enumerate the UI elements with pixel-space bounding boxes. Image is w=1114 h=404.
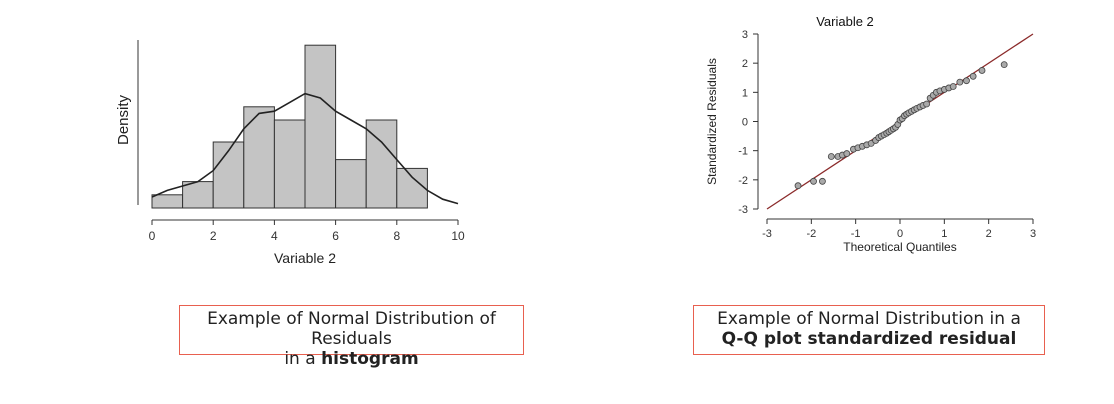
qq-y-tick-label: -1: [738, 146, 748, 158]
histogram-caption: Example of Normal Distribution of Residu…: [179, 305, 524, 369]
qq-point: [949, 83, 957, 90]
density-curve: [151, 92, 459, 205]
qq-point: [843, 150, 851, 157]
qq-caption-line2: Q-Q plot standardized residual: [700, 329, 1038, 349]
qq-x-tick-label: -2: [806, 228, 816, 240]
qq-point: [923, 100, 931, 108]
histogram-bar: [335, 159, 367, 209]
histogram-svg: Density 0 2 4 6 8 10 Variable 2: [115, 40, 465, 266]
histogram-chart: Density 0 2 4 6 8 10 Variable 2: [100, 20, 490, 280]
histogram-x-tick-label: 2: [210, 229, 217, 243]
histogram-bar: [182, 181, 214, 209]
histogram-caption-prefix: in a: [284, 349, 322, 369]
histogram-bar: [243, 106, 275, 209]
qq-point: [794, 182, 802, 190]
qq-y-tick-label: 0: [742, 117, 748, 129]
histogram-x-tick-label: 0: [149, 229, 156, 243]
qq-y-tick-label: 2: [742, 58, 748, 70]
histogram-bar: [304, 44, 337, 209]
qq-x-tick-label: 0: [897, 228, 903, 240]
qq-y-tick-label: 3: [742, 29, 748, 41]
qq-point: [956, 78, 964, 86]
qq-point: [827, 153, 835, 160]
qq-point: [819, 177, 826, 185]
qq-x-label: Theoretical Quantiles: [843, 240, 956, 254]
histogram-x-tick-label: 6: [332, 229, 339, 243]
histogram-bar: [365, 119, 398, 209]
qq-point: [978, 67, 986, 74]
histogram-x-tick-label: 10: [451, 229, 465, 243]
qq-point: [810, 177, 817, 185]
qq-point: [963, 77, 970, 85]
qq-y-tick-label: -3: [738, 204, 748, 216]
qq-title: Variable 2: [816, 14, 874, 29]
qq-point: [969, 72, 977, 80]
qq-caption-bold: Q-Q plot standardized residual: [721, 329, 1017, 349]
histogram-bar: [273, 119, 306, 209]
histogram-caption-line1: Example of Normal Distribution of Residu…: [207, 309, 496, 349]
qq-y-tick-label: -2: [738, 175, 748, 187]
qq-caption: Example of Normal Distribution in a Q-Q …: [693, 305, 1045, 355]
qq-x-tick-label: -1: [851, 228, 861, 240]
qq-y-tick-label: 1: [742, 87, 748, 99]
qq-x-tick-label: 3: [1030, 228, 1036, 240]
qq-plot-chart: Variable 2 -3 -2 -1 0 1 2 3 Standardized Residua…: [700, 12, 1050, 272]
qq-x-tick-label: 2: [986, 228, 992, 240]
qq-x-tick-label: -3: [762, 228, 772, 240]
histogram-bar: [396, 167, 428, 209]
qq-plot-svg: Variable 2 -3 -2 -1 0 1 2 3 Standardized Residua…: [705, 14, 1036, 254]
qq-caption-line1: Example of Normal Distribution in a: [717, 309, 1021, 329]
histogram-y-label: Density: [115, 94, 132, 145]
histogram-x-tick-label: 8: [393, 229, 400, 243]
histogram-caption-line2: in a histogram: [186, 349, 517, 369]
histogram-x-label: Variable 2: [274, 250, 336, 266]
histogram-x-tick-label: 4: [271, 229, 278, 243]
qq-y-label: Standardized Residuals: [705, 58, 719, 185]
histogram-bar: [151, 194, 184, 209]
qq-x-tick-label: 1: [941, 228, 947, 240]
qq-point: [1000, 61, 1008, 69]
histogram-caption-bold: histogram: [321, 349, 419, 369]
